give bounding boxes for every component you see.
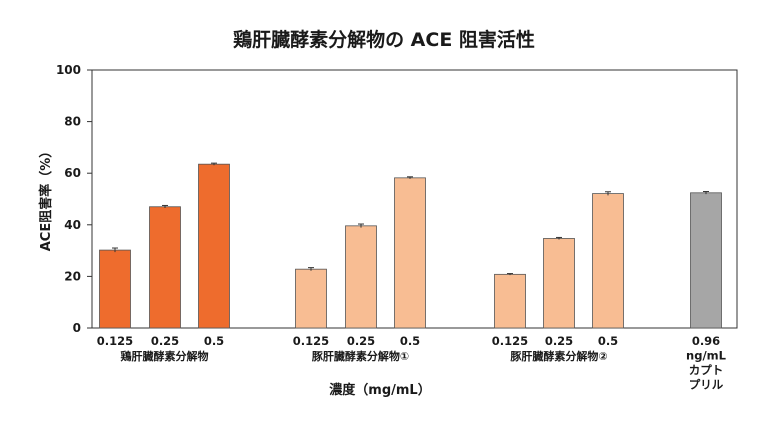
x-tick-label: 0.25 (151, 334, 179, 348)
bar (543, 238, 575, 329)
bar (592, 193, 624, 329)
bar (690, 192, 722, 329)
bar (494, 273, 526, 329)
y-tick-label: 0 (73, 321, 81, 335)
y-tick-label: 20 (64, 269, 81, 283)
x-tick-label: 0.125 (97, 334, 133, 348)
x-tick-label: カプト (689, 363, 724, 377)
bar (198, 163, 230, 329)
x-tick-label: 0.5 (400, 334, 420, 348)
x-tick-label: 0.96 (692, 334, 720, 348)
group-label: 豚肝臓酵素分解物① (312, 349, 409, 363)
x-tick-label: プリル (689, 378, 724, 392)
bar (149, 206, 181, 329)
y-tick-label: 60 (64, 166, 81, 180)
x-tick-label: 0.25 (545, 334, 573, 348)
group-label: 豚肝臓酵素分解物② (510, 349, 607, 363)
x-tick-label: 0.5 (204, 334, 224, 348)
y-tick-label: 80 (64, 115, 81, 129)
bar (345, 225, 377, 329)
x-tick-label: 0.125 (492, 334, 528, 348)
group-label: 鶏肝臓酵素分解物 (121, 349, 209, 363)
chart-title: 鶏肝臓酵素分解物の ACE 阻害活性 (233, 28, 535, 51)
bar (99, 249, 131, 329)
x-tick-label: 0.5 (598, 334, 618, 348)
x-tick-label: 0.25 (347, 334, 375, 348)
y-tick-label: 40 (64, 218, 81, 232)
bar (394, 177, 426, 329)
bar (295, 268, 327, 329)
x-tick-label: 0.125 (293, 334, 329, 348)
y-tick-label: 100 (56, 63, 81, 77)
y-axis-label: ACE阻害率（%） (38, 145, 54, 252)
x-axis-label: 濃度（mg/mL） (329, 382, 430, 398)
x-tick-label: ng/mL (686, 349, 727, 363)
